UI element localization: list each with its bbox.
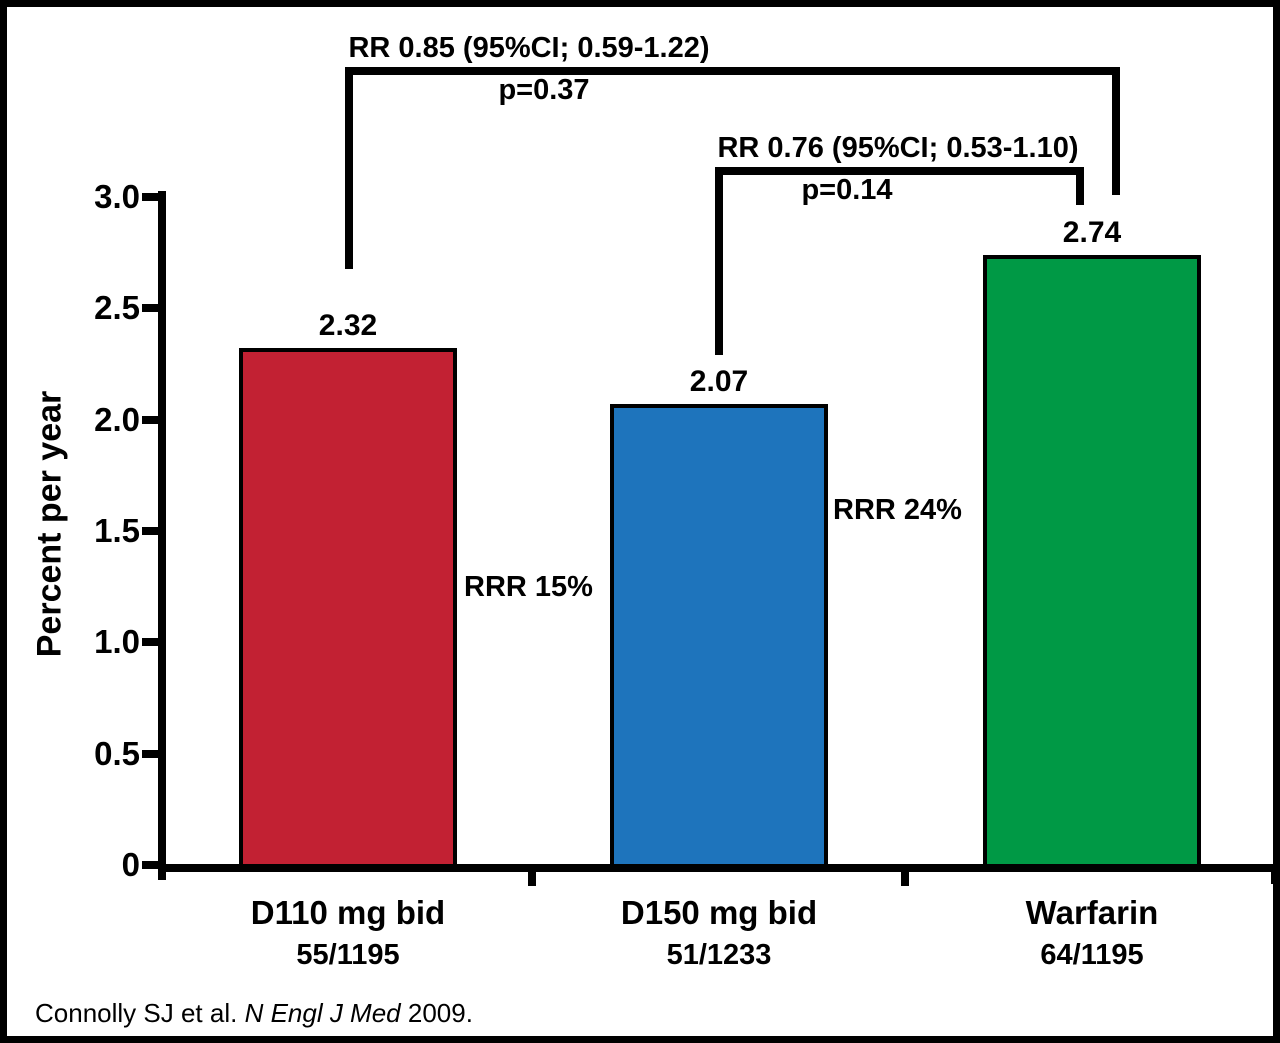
x-axis-tick bbox=[528, 864, 536, 886]
y-axis-tick bbox=[142, 750, 159, 758]
category-label-d150: D150 mg bid bbox=[620, 894, 818, 931]
y-axis-tick bbox=[142, 861, 159, 869]
x-axis-end-tick bbox=[1271, 864, 1273, 884]
x-axis-tick bbox=[901, 864, 909, 886]
bar-value-label: 2.74 bbox=[1062, 216, 1122, 249]
count-label-d150: 51/1233 bbox=[666, 939, 772, 971]
comparison-2-bracket-left-leg bbox=[715, 167, 723, 355]
y-tick-label: 2.0 bbox=[94, 401, 140, 438]
comparison-1-rr-label: RR 0.85 (95%CI; 0.59-1.22) bbox=[348, 32, 710, 64]
bar-value-label: 2.07 bbox=[689, 365, 749, 398]
citation-prefix: Connolly SJ et al. bbox=[35, 998, 245, 1028]
y-axis-line bbox=[158, 191, 166, 880]
y-tick-label: 0 bbox=[121, 846, 140, 883]
x-axis-line bbox=[158, 864, 1273, 872]
comparison-2-rr-label: RR 0.76 (95%CI; 0.53-1.10) bbox=[717, 132, 1079, 164]
citation-journal: N Engl J Med bbox=[244, 998, 401, 1028]
y-axis-title: Percent per year bbox=[30, 390, 69, 658]
y-tick-label: 3.0 bbox=[94, 178, 140, 215]
y-axis-tick bbox=[142, 416, 159, 424]
citation: Connolly SJ et al. N Engl J Med 2009. bbox=[35, 998, 473, 1028]
comparison-1-bracket-horizontal bbox=[345, 67, 1120, 75]
bar-d150: 2.07 bbox=[610, 365, 828, 868]
y-tick-label: 1.0 bbox=[94, 623, 140, 660]
comparison-2-bracket-horizontal bbox=[715, 167, 1084, 175]
comparison-2-p-value: p=0.14 bbox=[801, 174, 893, 206]
rrr-24-label: RRR 24% bbox=[833, 494, 962, 526]
y-axis-tick bbox=[142, 304, 159, 312]
y-axis-tick bbox=[142, 527, 159, 535]
comparison-1-bracket-left-leg bbox=[345, 67, 353, 269]
rrr-15-label: RRR 15% bbox=[464, 571, 593, 603]
y-axis-tick bbox=[142, 193, 159, 201]
citation-suffix: 2009. bbox=[400, 998, 473, 1028]
count-label-d110: 55/1195 bbox=[296, 939, 400, 971]
category-label-warfarin: Warfarin bbox=[1025, 894, 1159, 931]
y-tick-label: 1.5 bbox=[94, 512, 140, 549]
y-tick-label: 2.5 bbox=[94, 289, 140, 326]
bar-warfarin: 2.74 bbox=[983, 216, 1201, 868]
bar-d110: 2.32 bbox=[239, 309, 457, 868]
category-label-d110: D110 mg bid bbox=[250, 894, 446, 931]
count-label-warfarin: 64/1195 bbox=[1040, 939, 1144, 971]
comparison-1-p-value: p=0.37 bbox=[498, 74, 590, 106]
bar-value-label: 2.32 bbox=[318, 309, 378, 342]
y-tick-label: 0.5 bbox=[94, 735, 140, 772]
comparison-2-bracket-right-leg bbox=[1076, 167, 1084, 205]
y-axis-tick bbox=[142, 638, 159, 646]
comparison-1-bracket-right-leg bbox=[1112, 67, 1120, 195]
